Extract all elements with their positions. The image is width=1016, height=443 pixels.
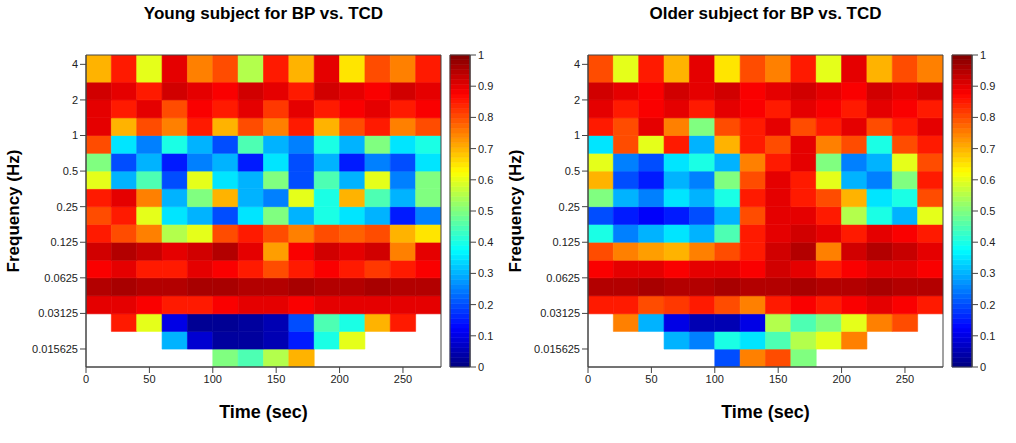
svg-text:0.6: 0.6: [980, 174, 995, 186]
svg-text:0.2: 0.2: [980, 299, 995, 311]
svg-text:0.3: 0.3: [478, 267, 493, 279]
svg-text:0: 0: [585, 373, 591, 385]
svg-text:0.125: 0.125: [552, 236, 580, 248]
svg-text:200: 200: [330, 373, 348, 385]
svg-text:0.3: 0.3: [980, 267, 995, 279]
svg-text:250: 250: [896, 373, 914, 385]
svg-text:0.5: 0.5: [63, 165, 78, 177]
svg-text:100: 100: [706, 373, 724, 385]
svg-text:0.0625: 0.0625: [546, 272, 580, 284]
svg-text:0.1: 0.1: [980, 330, 995, 342]
html-text:Older subject for BP vs. TCD: Older subject for BP vs. TCD: [649, 4, 882, 23]
svg-text:2: 2: [574, 94, 580, 106]
svg-text:0.015625: 0.015625: [534, 343, 580, 355]
svg-text:0.25: 0.25: [559, 201, 580, 213]
svg-text:0.2: 0.2: [478, 299, 493, 311]
svg-text:0.9: 0.9: [478, 80, 493, 92]
svg-text:0.5: 0.5: [565, 165, 580, 177]
svg-text:0.0625: 0.0625: [44, 272, 78, 284]
svg-text:0.5: 0.5: [980, 205, 995, 217]
svg-text:0.4: 0.4: [478, 236, 493, 248]
svg-text:0.03125: 0.03125: [540, 307, 580, 319]
svg-text:0.6: 0.6: [478, 174, 493, 186]
html-text:Frequency (Hz): Frequency (Hz): [4, 149, 23, 273]
svg-text:50: 50: [645, 373, 657, 385]
svg-text:0.7: 0.7: [478, 143, 493, 155]
svg-text:0.5: 0.5: [478, 205, 493, 217]
svg-text:0.8: 0.8: [980, 111, 995, 123]
svg-text:0.125: 0.125: [50, 236, 78, 248]
svg-text:0.03125: 0.03125: [38, 307, 78, 319]
svg-text:50: 50: [143, 373, 155, 385]
svg-text:0: 0: [478, 361, 484, 373]
html-text:Time (sec): Time (sec): [721, 402, 810, 422]
svg-text:1: 1: [478, 49, 484, 61]
html-text:Young subject for BP vs. TCD: Young subject for BP vs. TCD: [143, 4, 384, 23]
svg-text:4: 4: [574, 58, 580, 70]
svg-text:150: 150: [267, 373, 285, 385]
svg-text:0.015625: 0.015625: [32, 343, 78, 355]
svg-text:0: 0: [980, 361, 986, 373]
svg-text:0.7: 0.7: [980, 143, 995, 155]
svg-text:1: 1: [980, 49, 986, 61]
svg-text:150: 150: [769, 373, 787, 385]
svg-text:0.1: 0.1: [478, 330, 493, 342]
svg-text:200: 200: [832, 373, 850, 385]
svg-text:0.9: 0.9: [980, 80, 995, 92]
svg-text:1: 1: [72, 129, 78, 141]
svg-text:0.25: 0.25: [57, 201, 78, 213]
svg-text:2: 2: [72, 94, 78, 106]
svg-text:0: 0: [83, 373, 89, 385]
svg-text:0.8: 0.8: [478, 111, 493, 123]
svg-text:1: 1: [574, 129, 580, 141]
svg-text:4: 4: [72, 58, 78, 70]
svg-text:100: 100: [204, 373, 222, 385]
html-text:Time (sec): Time (sec): [219, 402, 308, 422]
svg-text:0.4: 0.4: [980, 236, 995, 248]
html-text:Frequency (Hz): Frequency (Hz): [506, 149, 525, 273]
svg-text:250: 250: [394, 373, 412, 385]
